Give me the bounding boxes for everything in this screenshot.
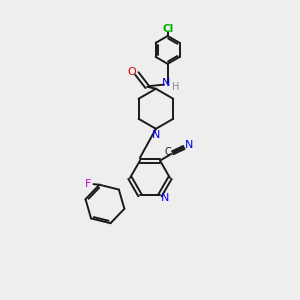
Text: N: N bbox=[161, 78, 170, 88]
Text: F: F bbox=[85, 179, 92, 189]
Text: N: N bbox=[185, 140, 193, 150]
Text: N: N bbox=[161, 193, 169, 203]
Text: O: O bbox=[127, 67, 136, 77]
Text: H: H bbox=[172, 82, 180, 92]
Text: Cl: Cl bbox=[162, 24, 173, 34]
Text: N: N bbox=[152, 130, 160, 140]
Text: C: C bbox=[165, 147, 172, 157]
